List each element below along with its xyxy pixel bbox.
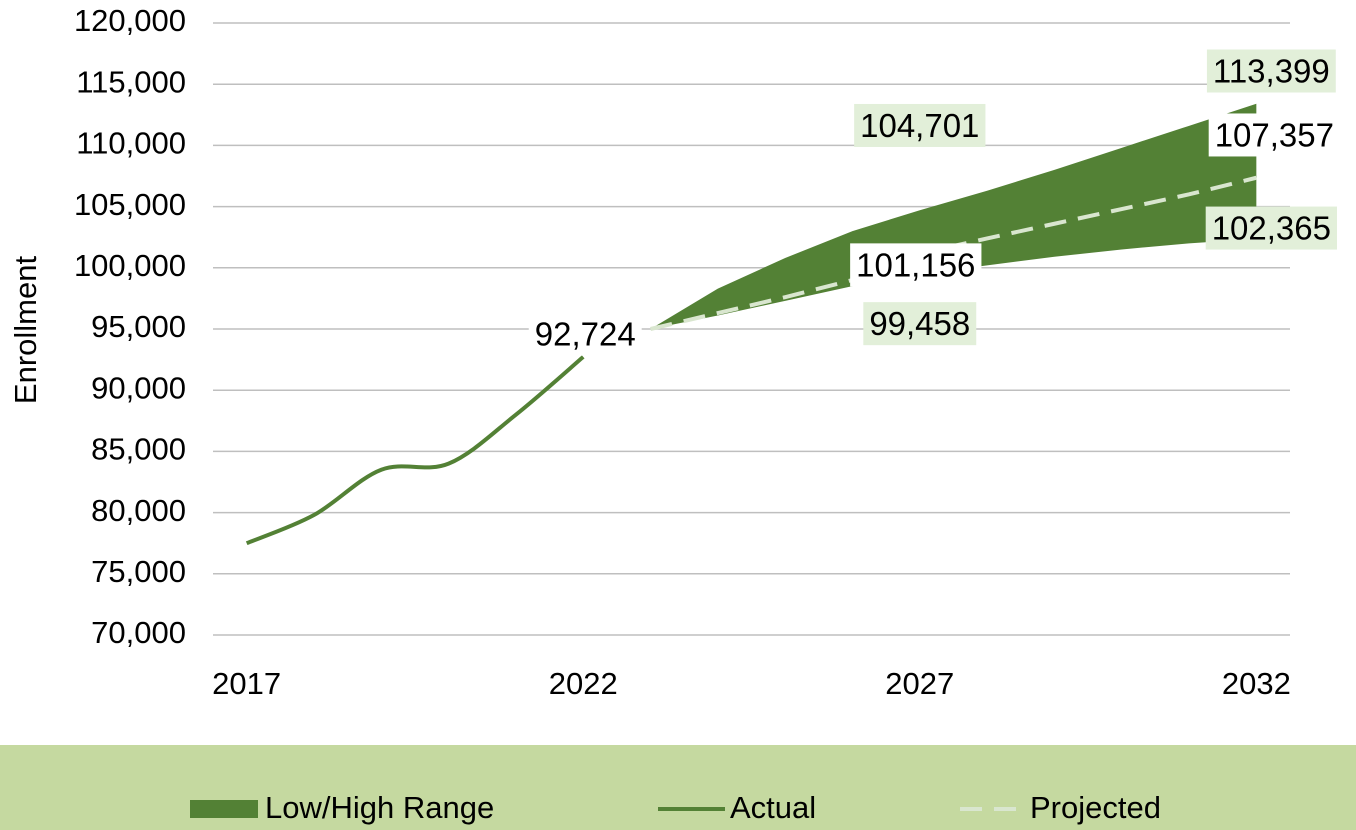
data-label-background	[1208, 113, 1340, 157]
y-tick-label: 70,000	[91, 615, 186, 650]
data-label: 104,701	[854, 103, 986, 147]
x-tick-label: 2032	[1222, 666, 1291, 701]
data-label-text: 113,399	[1213, 53, 1330, 90]
range-area	[650, 103, 1257, 330]
data-label-background	[528, 312, 642, 356]
data-label-text: 101,156	[856, 246, 975, 283]
legend-label: Low/High Range	[265, 790, 494, 825]
data-label-text: 99,458	[869, 305, 970, 342]
y-tick-label: 120,000	[74, 3, 186, 38]
y-tick-label: 80,000	[91, 493, 186, 528]
y-tick-label: 90,000	[91, 370, 186, 405]
data-label-background	[1206, 49, 1336, 93]
y-tick-label: 85,000	[91, 432, 186, 467]
y-tick-label: 110,000	[76, 126, 186, 161]
y-tick-label: 115,000	[76, 64, 186, 99]
y-tick-label: 105,000	[74, 187, 186, 222]
x-tick-label: 2027	[885, 666, 954, 701]
x-tick-label: 2022	[549, 666, 618, 701]
data-label: 101,156	[850, 243, 982, 287]
legend-swatch	[190, 800, 258, 818]
data-label: 99,458	[863, 302, 977, 346]
data-label: 102,365	[1205, 206, 1337, 250]
legend-label: Projected	[1030, 790, 1161, 825]
data-label-text: 104,701	[860, 107, 979, 144]
y-tick-label: 100,000	[74, 248, 186, 283]
data-label: 107,357	[1208, 113, 1340, 157]
data-label-background	[850, 243, 982, 287]
data-label-background	[1205, 206, 1337, 250]
y-tick-label: 75,000	[91, 554, 186, 589]
data-label-text: 107,357	[1215, 116, 1334, 153]
data-label-text: 92,724	[535, 316, 636, 353]
y-axis-label: Enrollment	[8, 256, 43, 405]
x-tick-label: 2017	[212, 666, 281, 701]
actual-line	[245, 355, 585, 546]
legend-label: Actual	[730, 790, 816, 825]
y-tick-label: 95,000	[91, 309, 186, 344]
data-label-text: 102,365	[1212, 210, 1331, 247]
data-label-background	[863, 302, 977, 346]
data-label: 92,724	[528, 312, 642, 356]
data-label-background	[854, 103, 986, 147]
data-label: 113,399	[1206, 49, 1336, 93]
